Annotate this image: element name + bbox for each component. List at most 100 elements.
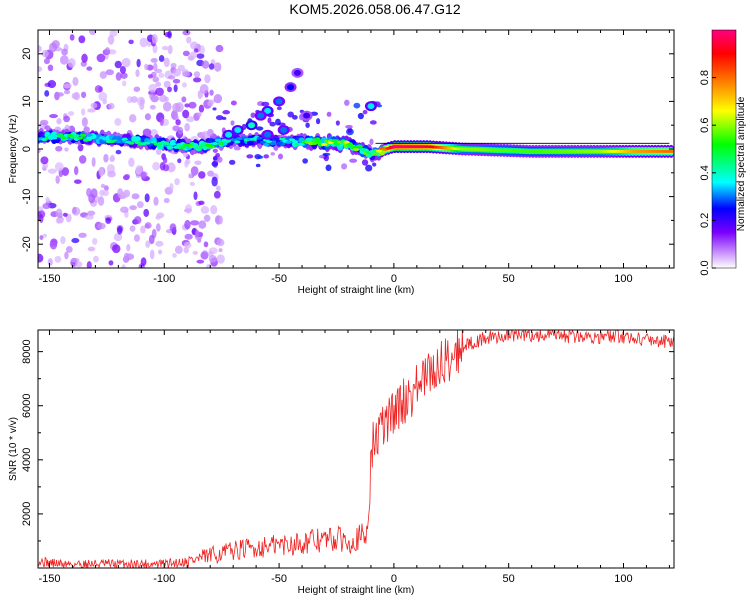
trace-mark [115, 140, 122, 144]
trace-mark [285, 140, 292, 144]
spectral-blob [287, 84, 295, 91]
noise-speck [213, 190, 221, 199]
noise-speck [38, 66, 43, 73]
noise-speck [257, 155, 264, 159]
noise-speck [39, 235, 44, 240]
trace-mark [240, 136, 247, 140]
y-tick-label: 8000 [21, 339, 33, 363]
noise-speck [63, 90, 71, 95]
y-tick-label: 0 [21, 146, 33, 152]
noise-speck [369, 138, 374, 145]
noise-speck [153, 196, 159, 206]
x-tick-label: -50 [271, 273, 287, 285]
noise-speck [133, 234, 140, 242]
noise-speck [218, 215, 224, 225]
noise-speck [91, 157, 96, 167]
trace-mark [343, 140, 350, 144]
spectral-blob [264, 131, 272, 138]
trace-mark [169, 142, 177, 146]
noise-speck [305, 122, 310, 128]
noise-speck [150, 58, 158, 63]
noise-speck [98, 166, 105, 177]
noise-speck [98, 86, 103, 93]
noise-speck [155, 68, 163, 74]
noise-speck [148, 83, 157, 93]
spectral-blob [367, 103, 375, 110]
noise-speck [341, 163, 348, 170]
noise-speck [144, 193, 150, 203]
noise-speck [100, 183, 106, 189]
noise-speck [55, 175, 60, 184]
noise-speck [182, 109, 190, 119]
x-tick-label: 50 [503, 573, 515, 585]
noise-speck [192, 77, 202, 83]
noise-speck [129, 205, 138, 211]
noise-speck [188, 172, 193, 179]
noise-speck [163, 80, 171, 88]
spectral-blob [303, 112, 311, 119]
noise-speck [114, 118, 122, 126]
noise-speck [155, 147, 162, 156]
trace-mark [79, 133, 87, 137]
noise-speck [49, 240, 58, 250]
noise-speck [78, 232, 87, 238]
spectrogram-xlabel: Height of straight line (km) [298, 285, 415, 296]
noise-speck [199, 84, 209, 94]
noise-speck [315, 118, 321, 125]
noise-speck [87, 246, 96, 252]
noise-speck [167, 30, 172, 39]
noise-speck [345, 125, 353, 129]
noise-speck [158, 55, 165, 62]
noise-speck [99, 189, 105, 196]
noise-speck [149, 93, 154, 100]
trace-mark [57, 133, 64, 137]
trace-mark [102, 137, 109, 141]
noise-speck [198, 200, 205, 206]
noise-speck [84, 214, 94, 220]
noise-speck [181, 82, 187, 88]
trace-mark [291, 140, 299, 144]
noise-speck [182, 152, 189, 158]
x-tick-label: -150 [38, 573, 60, 585]
trace-mark [269, 142, 276, 146]
noise-speck [170, 62, 177, 69]
noise-speck [41, 49, 49, 58]
noise-speck [112, 244, 121, 254]
noise-speck [159, 94, 167, 103]
trace-mark [179, 145, 186, 149]
noise-speck [70, 257, 80, 263]
noise-speck [65, 245, 73, 253]
noise-speck [195, 112, 202, 118]
trace-mark [211, 142, 218, 146]
y-tick-label: 4000 [21, 448, 33, 472]
noise-speck [161, 45, 169, 51]
y-tick-label: 20 [21, 48, 33, 60]
noise-speck [103, 153, 109, 163]
noise-speck [113, 232, 123, 242]
noise-speck [208, 254, 217, 263]
colorbar-gradient [711, 29, 737, 269]
x-tick-label: -100 [153, 573, 175, 585]
noise-speck [267, 117, 272, 124]
trace-mark [192, 144, 199, 148]
noise-speck [151, 33, 158, 44]
trace-mark [369, 150, 376, 154]
noise-speck [114, 60, 122, 69]
noise-speck [86, 261, 92, 268]
trace-mark [173, 145, 180, 149]
noise-speck [56, 117, 62, 125]
trace-mark [353, 147, 360, 151]
noise-speck [172, 253, 177, 258]
colorbar-ticks: 0.0 0.2 0.4 0.6 0.8 [699, 70, 716, 276]
noise-speck [184, 219, 191, 230]
noise-speck [137, 96, 146, 107]
colorbar-tick-label: 0.6 [699, 118, 711, 133]
noise-speck [174, 178, 180, 186]
figure-title: KOM5.2026.058.06.47.G12 [289, 1, 460, 17]
noise-speck [87, 108, 96, 113]
noise-speck [263, 154, 270, 159]
noise-speck [198, 220, 207, 229]
noise-speck [233, 145, 241, 151]
noise-speck [200, 205, 210, 214]
